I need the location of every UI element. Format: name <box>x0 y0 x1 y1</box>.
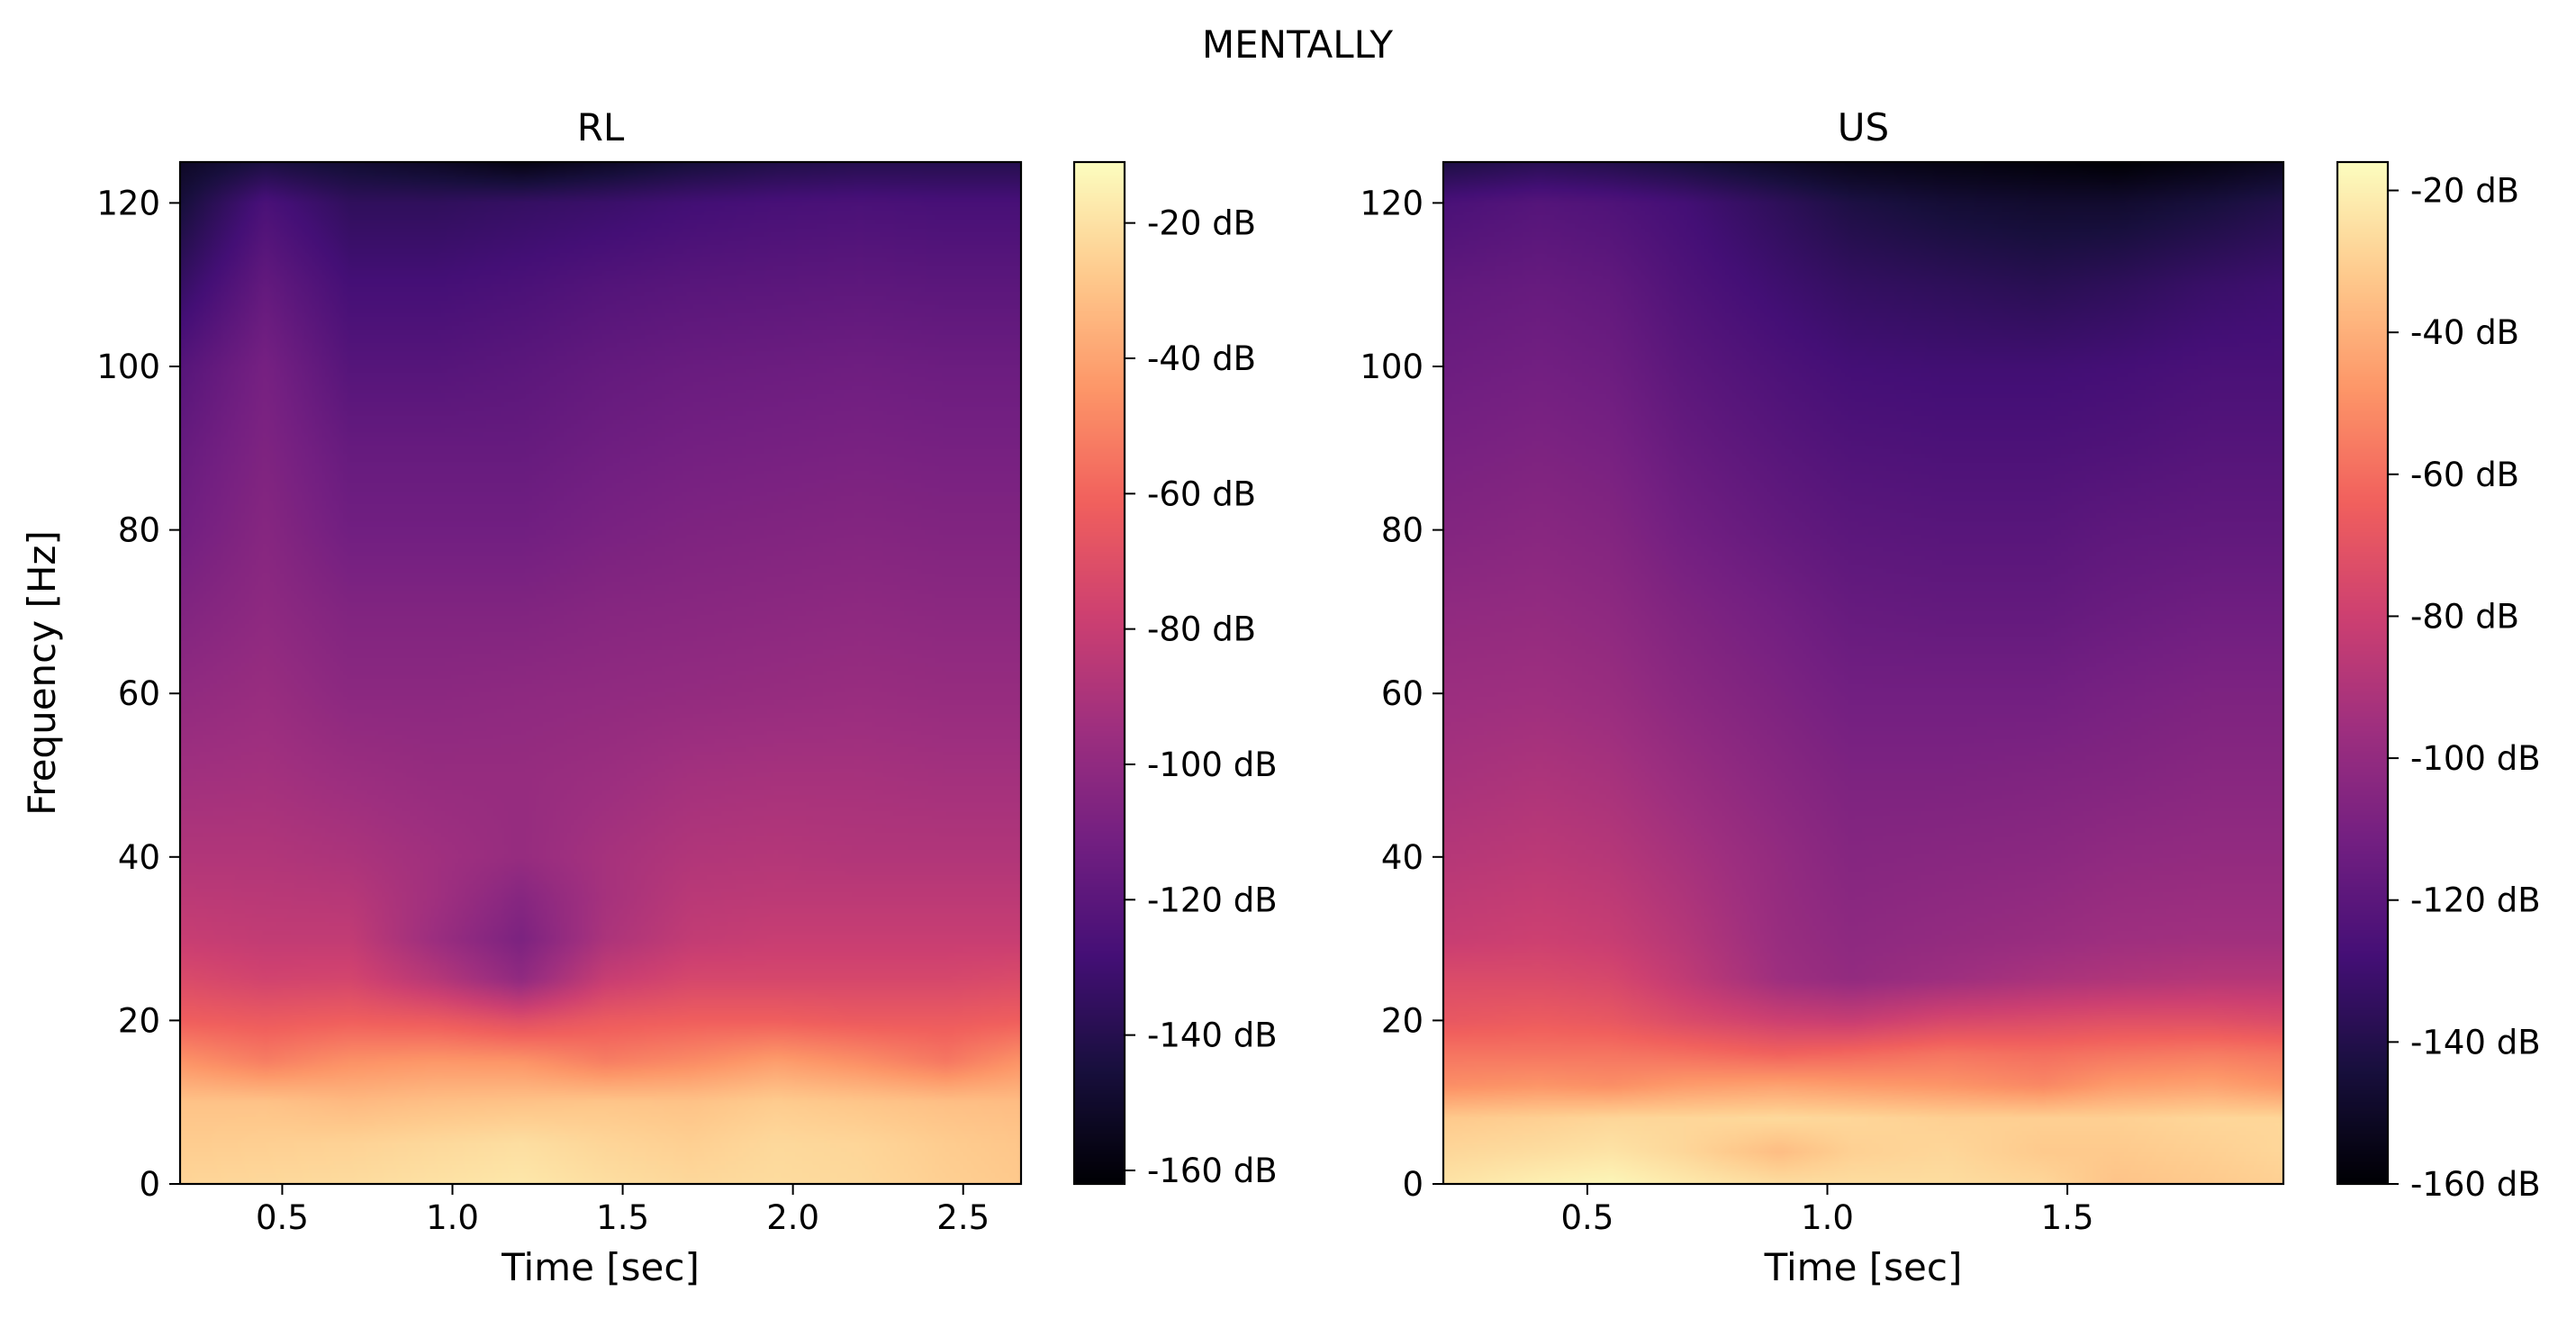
plot-frame <box>178 160 1023 1186</box>
y-tick-label: 40 <box>118 838 160 877</box>
colorbar-tick-label: -40 dB <box>2410 313 2519 352</box>
us-spectrogram-panel: US 0.5 1.0 1.5 Time [sec] 0 20 40 60 80 100 120 -20 … <box>1360 105 2540 1289</box>
y-tick-label: 40 <box>1381 838 1424 877</box>
plot-frame <box>1442 160 2285 1186</box>
y-tick-label: 120 <box>96 184 160 222</box>
figure-suptitle: MENTALLY <box>1202 23 1394 67</box>
colorbar-frame <box>2336 160 2390 1186</box>
colorbar-tick-label: -80 dB <box>2410 597 2519 636</box>
x-tick-label: 2.0 <box>766 1198 819 1237</box>
colorbar-tick-label: -100 dB <box>2410 739 2541 778</box>
y-tick-label: 80 <box>1381 511 1424 550</box>
colorbar-tick-label: -60 dB <box>2410 456 2519 494</box>
y-tick-label: 100 <box>96 348 160 386</box>
y-tick-label: 0 <box>1402 1165 1424 1204</box>
colorbar-tick-label: -160 dB <box>1147 1152 1278 1190</box>
x-axis-label: Time [sec] <box>501 1245 700 1289</box>
colorbar-gradient <box>1074 162 1125 1184</box>
x-tick-label: 1.0 <box>1801 1198 1854 1237</box>
x-axis-label: Time [sec] <box>1764 1245 1963 1289</box>
colorbar-tick-label: -80 dB <box>1147 610 1256 649</box>
colorbar-tick-label: -100 dB <box>1147 745 1278 784</box>
colorbar-tick-label: -120 dB <box>2410 881 2541 920</box>
colorbar-tick-label: -140 dB <box>1147 1016 1278 1055</box>
colorbar-tick-label: -60 dB <box>1147 474 1256 513</box>
spectrogram-heatmap <box>180 162 1021 1184</box>
y-axis-label: Frequency [Hz] <box>20 530 64 816</box>
panel-title: US <box>1838 105 1889 149</box>
colorbar-tick-label: -40 dB <box>1147 339 1256 378</box>
colorbar-tick-label: -140 dB <box>2410 1023 2541 1061</box>
y-tick-label: 0 <box>139 1165 160 1204</box>
x-tick-label: 1.0 <box>426 1198 479 1237</box>
y-tick-label: 20 <box>1381 1001 1424 1040</box>
colorbar-tick-label: -20 dB <box>2410 172 2519 211</box>
spectrogram-heatmap <box>1443 162 2283 1184</box>
y-tick-label: 80 <box>118 511 160 550</box>
y-tick-label: 60 <box>1381 674 1424 713</box>
colorbar-tick-label: -20 dB <box>1147 204 1256 243</box>
colorbar-gradient <box>2337 162 2388 1184</box>
x-tick-label: 0.5 <box>1561 1198 1614 1237</box>
rl-spectrogram-panel: RL 0.5 1.0 1.5 2.0 2.5 Time [sec] 0 20 40 60 80 100 1… <box>20 105 1278 1289</box>
x-tick-label: 0.5 <box>256 1198 309 1237</box>
colorbar-tick-label: -120 dB <box>1147 881 1278 919</box>
y-tick-label: 100 <box>1360 348 1424 386</box>
x-tick-label: 1.5 <box>2041 1198 2094 1237</box>
y-tick-label: 20 <box>118 1001 160 1040</box>
colorbar-tick-label: -160 dB <box>2410 1165 2541 1204</box>
x-tick-label: 2.5 <box>936 1198 990 1237</box>
x-tick-label: 1.5 <box>596 1198 649 1237</box>
y-tick-label: 60 <box>118 674 160 713</box>
panel-title: RL <box>577 105 625 149</box>
colorbar-frame <box>1072 160 1126 1186</box>
y-tick-label: 120 <box>1360 184 1424 222</box>
